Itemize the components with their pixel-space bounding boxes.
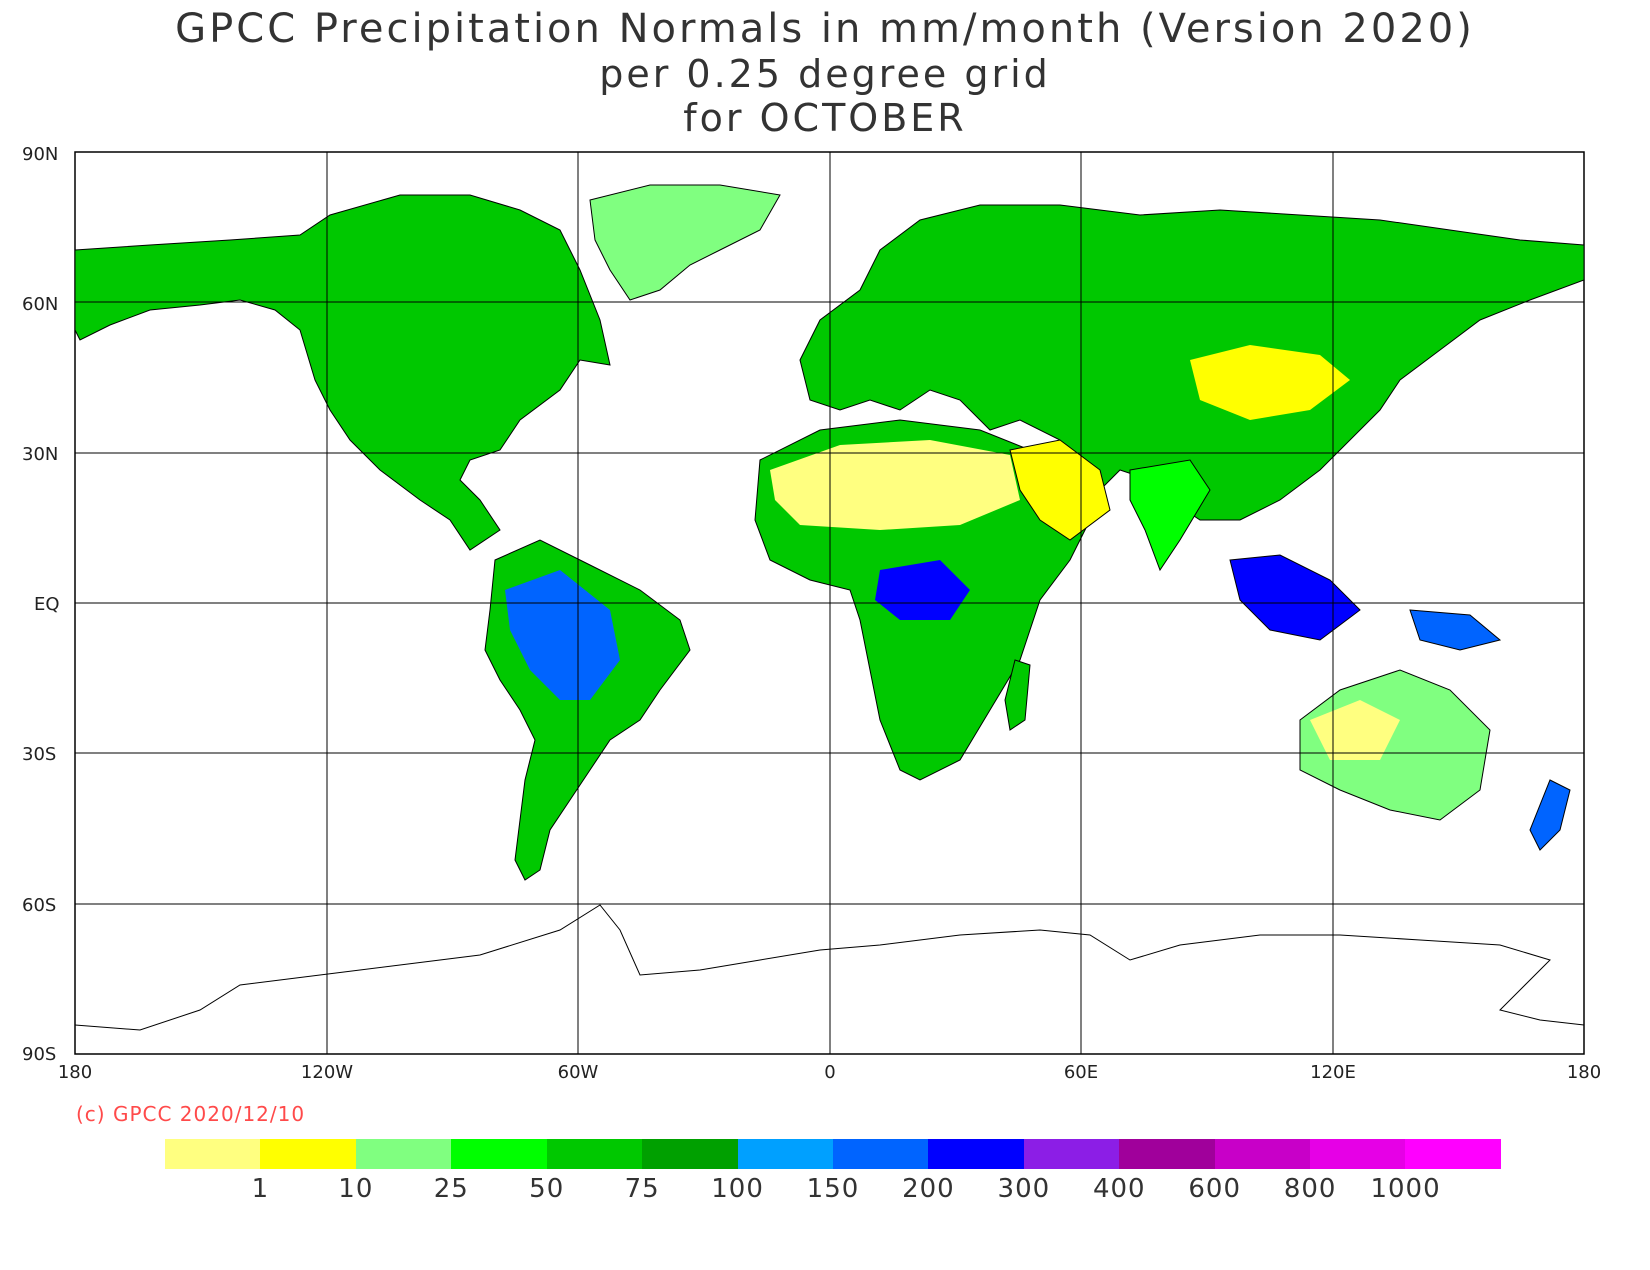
madagascar xyxy=(1004,659,1031,731)
legend-swatch xyxy=(1023,1139,1120,1169)
chart-title: GPCC Precipitation Normals in mm/month (… xyxy=(0,6,1650,140)
legend-label: 1 xyxy=(251,1174,270,1204)
lat-label: 30N xyxy=(22,444,58,465)
southeast-asia xyxy=(1229,554,1361,641)
north-america xyxy=(75,194,611,551)
lon-label: 60E xyxy=(1064,1062,1098,1083)
lon-label: 180 xyxy=(58,1062,92,1083)
lon-label: 120W xyxy=(301,1062,353,1083)
legend-label: 1000 xyxy=(1370,1174,1441,1204)
legend-swatch xyxy=(451,1139,547,1169)
legend-label: 200 xyxy=(902,1174,955,1204)
greenland xyxy=(589,184,781,301)
arabia xyxy=(1009,439,1111,541)
new-zealand xyxy=(1529,779,1571,851)
central-asia-dry xyxy=(1190,345,1350,420)
legend-swatch xyxy=(928,1139,1024,1169)
india xyxy=(1129,459,1211,572)
title-line-1: GPCC Precipitation Normals in mm/month (… xyxy=(175,6,1475,52)
lon-label: 180 xyxy=(1567,1062,1601,1083)
legend-label: 300 xyxy=(997,1174,1051,1204)
lat-label: 30S xyxy=(22,744,56,765)
legend-swatch xyxy=(1214,1139,1311,1169)
legend-swatch xyxy=(260,1139,356,1169)
copyright-text: (c) GPCC 2020/12/10 xyxy=(76,1102,306,1126)
color-legend xyxy=(165,1139,1501,1169)
lat-label: 90S xyxy=(22,1044,56,1065)
congo-wet-zone xyxy=(875,560,970,620)
lon-label: 0 xyxy=(824,1062,835,1083)
graticule xyxy=(75,152,1584,1054)
legend-swatch xyxy=(642,1139,738,1169)
legend-swatch xyxy=(1119,1139,1215,1169)
legend-swatch xyxy=(1310,1139,1406,1169)
legend-swatch xyxy=(1405,1139,1501,1169)
longitude-labels: 180 120W 60W 0 60E 120E 180 xyxy=(58,1062,1601,1083)
title-line-3: for OCTOBER xyxy=(683,96,967,140)
legend-label: 150 xyxy=(806,1174,860,1204)
lon-label: 60W xyxy=(558,1062,599,1083)
lat-label: 60S xyxy=(22,895,56,916)
legend-label: 600 xyxy=(1188,1174,1242,1204)
legend-label: 800 xyxy=(1283,1174,1337,1204)
antarctica xyxy=(75,904,1584,1031)
lat-label: 90N xyxy=(22,144,58,165)
title-line-2: per 0.25 degree grid xyxy=(599,52,1051,96)
legend-label: 75 xyxy=(624,1174,660,1204)
legend-swatch xyxy=(737,1139,833,1169)
legend-swatch xyxy=(165,1139,261,1169)
legend-label: 50 xyxy=(529,1174,565,1204)
lat-label: 60N xyxy=(22,294,58,315)
legend-label: 400 xyxy=(1092,1174,1146,1204)
lon-label: 120E xyxy=(1310,1062,1356,1083)
legend-labels: 1 10 25 50 75 100 150 200 300 400 600 800 1000 xyxy=(165,1174,1501,1204)
lat-label: EQ xyxy=(34,594,60,615)
legend-label: 10 xyxy=(338,1174,374,1204)
landmasses xyxy=(75,184,1584,1031)
legend-swatch xyxy=(832,1139,929,1169)
legend-swatch xyxy=(546,1139,643,1169)
new-guinea xyxy=(1409,609,1502,651)
legend-label: 25 xyxy=(433,1174,469,1204)
legend-swatch xyxy=(355,1139,452,1169)
latitude-labels: 90N 60N 30N EQ 30S 60S 90S xyxy=(22,144,60,1065)
sahara-dry xyxy=(770,440,1020,530)
legend-label: 100 xyxy=(711,1174,764,1204)
